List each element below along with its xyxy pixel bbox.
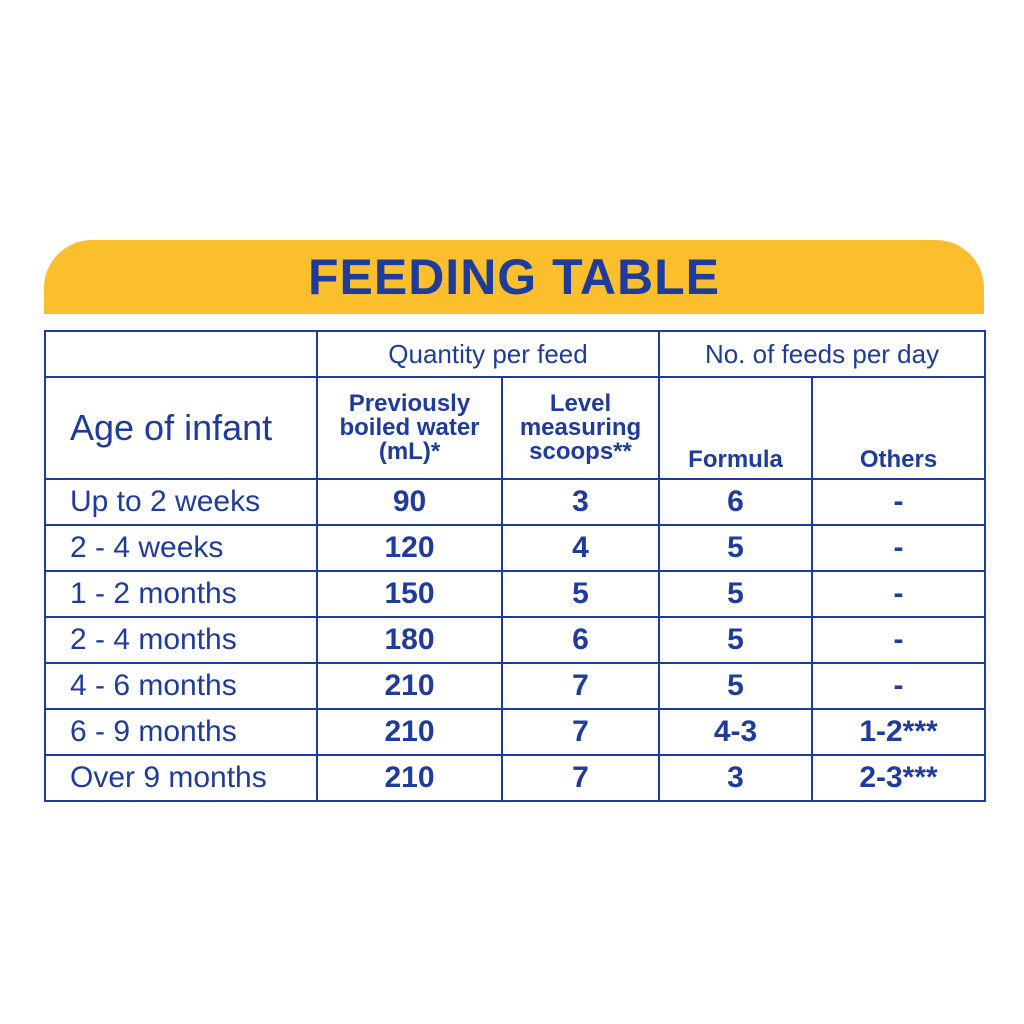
water-cell: 210 [316,754,503,802]
table-row: 1 - 2 months 150 5 5- [44,570,987,618]
scoops-header: Level measuring scoops** [501,376,660,480]
formula-cell: 5 [658,662,813,710]
table-row: 2 - 4 months 180 6 5- [44,616,987,664]
scoops-header-line-3: scoops** [529,438,632,465]
water-header: Previously boiled water (mL)* [316,376,503,480]
table-row: 6 - 9 months 210 7 4-3 1-2*** [44,708,987,756]
water-header-line-3: (mL)* [378,438,441,465]
formula-header: Formula [658,376,813,480]
water-header-line-1: Previously [348,390,471,417]
water-cell: 120 [316,524,503,572]
column-header-row: Age of infant Previously boiled water (m… [44,376,987,480]
table-row: Over 9 months 210 7 3 2-3*** [44,754,987,802]
others-cell: - [810,616,987,664]
age-cell: 6 - 9 months [44,708,318,756]
age-cell: Up to 2 weeks [44,478,318,526]
age-cell: 1 - 2 months [44,570,318,618]
age-cell: Over 9 months [44,754,318,802]
others-cell: - [810,662,987,710]
others-header: Others [810,376,987,480]
others-cell: 1-2*** [810,708,987,756]
scoops-cell: 7 [501,708,660,756]
water-cell: 180 [316,616,503,664]
scoops-cell: 7 [501,754,660,802]
others-cell: - [810,570,987,618]
feeds-per-day-header: No. of feeds per day [657,330,987,378]
formula-cell: 6 [658,478,813,526]
title-banner [44,240,984,314]
water-cell: 210 [316,662,503,710]
water-cell: 150 [316,570,503,618]
age-cell: 4 - 6 months [44,662,318,710]
formula-cell: 5 [658,524,813,572]
feeding-table: Quantity per feed No. of feeds per day A… [44,330,987,802]
formula-cell: 4-3 [658,708,813,756]
others-cell: - [810,524,987,572]
scoops-header-line-1: Level [549,390,612,417]
age-of-infant-header: Age of infant [44,376,318,480]
table-row: 2 - 4 weeks 120 4 5- [44,524,987,572]
table-row: 4 - 6 months 210 7 5- [44,662,987,710]
age-cell: 2 - 4 weeks [44,524,318,572]
scoops-cell: 5 [501,570,660,618]
table-row: Up to 2 weeks 90 3 6- [44,478,987,526]
water-header-line-2: boiled water [339,414,480,441]
water-cell: 90 [316,478,503,526]
formula-cell: 5 [658,570,813,618]
scoops-header-line-2: measuring [519,414,642,441]
others-cell: 2-3*** [810,754,987,802]
quantity-per-feed-header: Quantity per feed [316,330,660,378]
scoops-cell: 3 [501,478,660,526]
page-title: FEEDING TABLE [307,249,721,305]
group-header-row: Quantity per feed No. of feeds per day [44,330,987,378]
formula-cell: 5 [658,616,813,664]
scoops-cell: 4 [501,524,660,572]
scoops-cell: 6 [501,616,660,664]
water-cell: 210 [316,708,503,756]
empty-header-cell [44,330,318,378]
others-cell: - [810,478,987,526]
formula-cell: 3 [658,754,813,802]
table-body: Up to 2 weeks 90 3 6-2 - 4 weeks 120 4 5-1 - 2… [44,478,987,802]
scoops-cell: 7 [501,662,660,710]
age-cell: 2 - 4 months [44,616,318,664]
